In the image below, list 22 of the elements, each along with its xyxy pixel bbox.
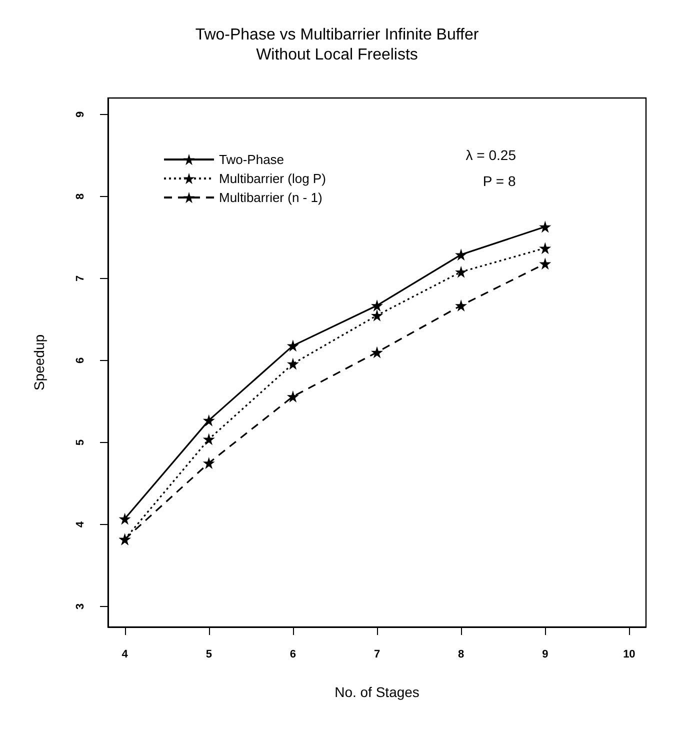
- x-tick-label: 7: [374, 648, 380, 660]
- x-tick-label: 6: [290, 648, 296, 660]
- y-tick-label: 5: [74, 439, 86, 446]
- x-axis-title: No. of Stages: [334, 684, 420, 700]
- legend-label: Two-Phase: [219, 152, 284, 167]
- annotation: P = 8: [482, 173, 516, 189]
- y-tick-label: 3: [74, 603, 86, 610]
- x-tick-label: 4: [122, 648, 129, 660]
- legend-label: Multibarrier (n - 1): [219, 190, 322, 205]
- x-tick-label: 9: [542, 648, 548, 660]
- y-tick-label: 8: [74, 193, 86, 200]
- annotation: λ = 0.25: [466, 147, 516, 163]
- chart-title: Two-Phase vs Multibarrier Infinite Buffer Without Local Freelists: [195, 26, 480, 64]
- y-axis-title: Speedup: [31, 334, 47, 391]
- x-tick-label: 8: [458, 648, 464, 660]
- y-tick-label: 4: [74, 520, 86, 528]
- x-tick-label: 10: [623, 648, 636, 660]
- legend-label: Multibarrier (log P): [219, 171, 326, 186]
- y-tick-label: 6: [74, 357, 86, 364]
- x-tick-label: 5: [206, 648, 212, 660]
- y-tick-label: 7: [74, 275, 86, 282]
- y-tick-label: 9: [74, 111, 86, 118]
